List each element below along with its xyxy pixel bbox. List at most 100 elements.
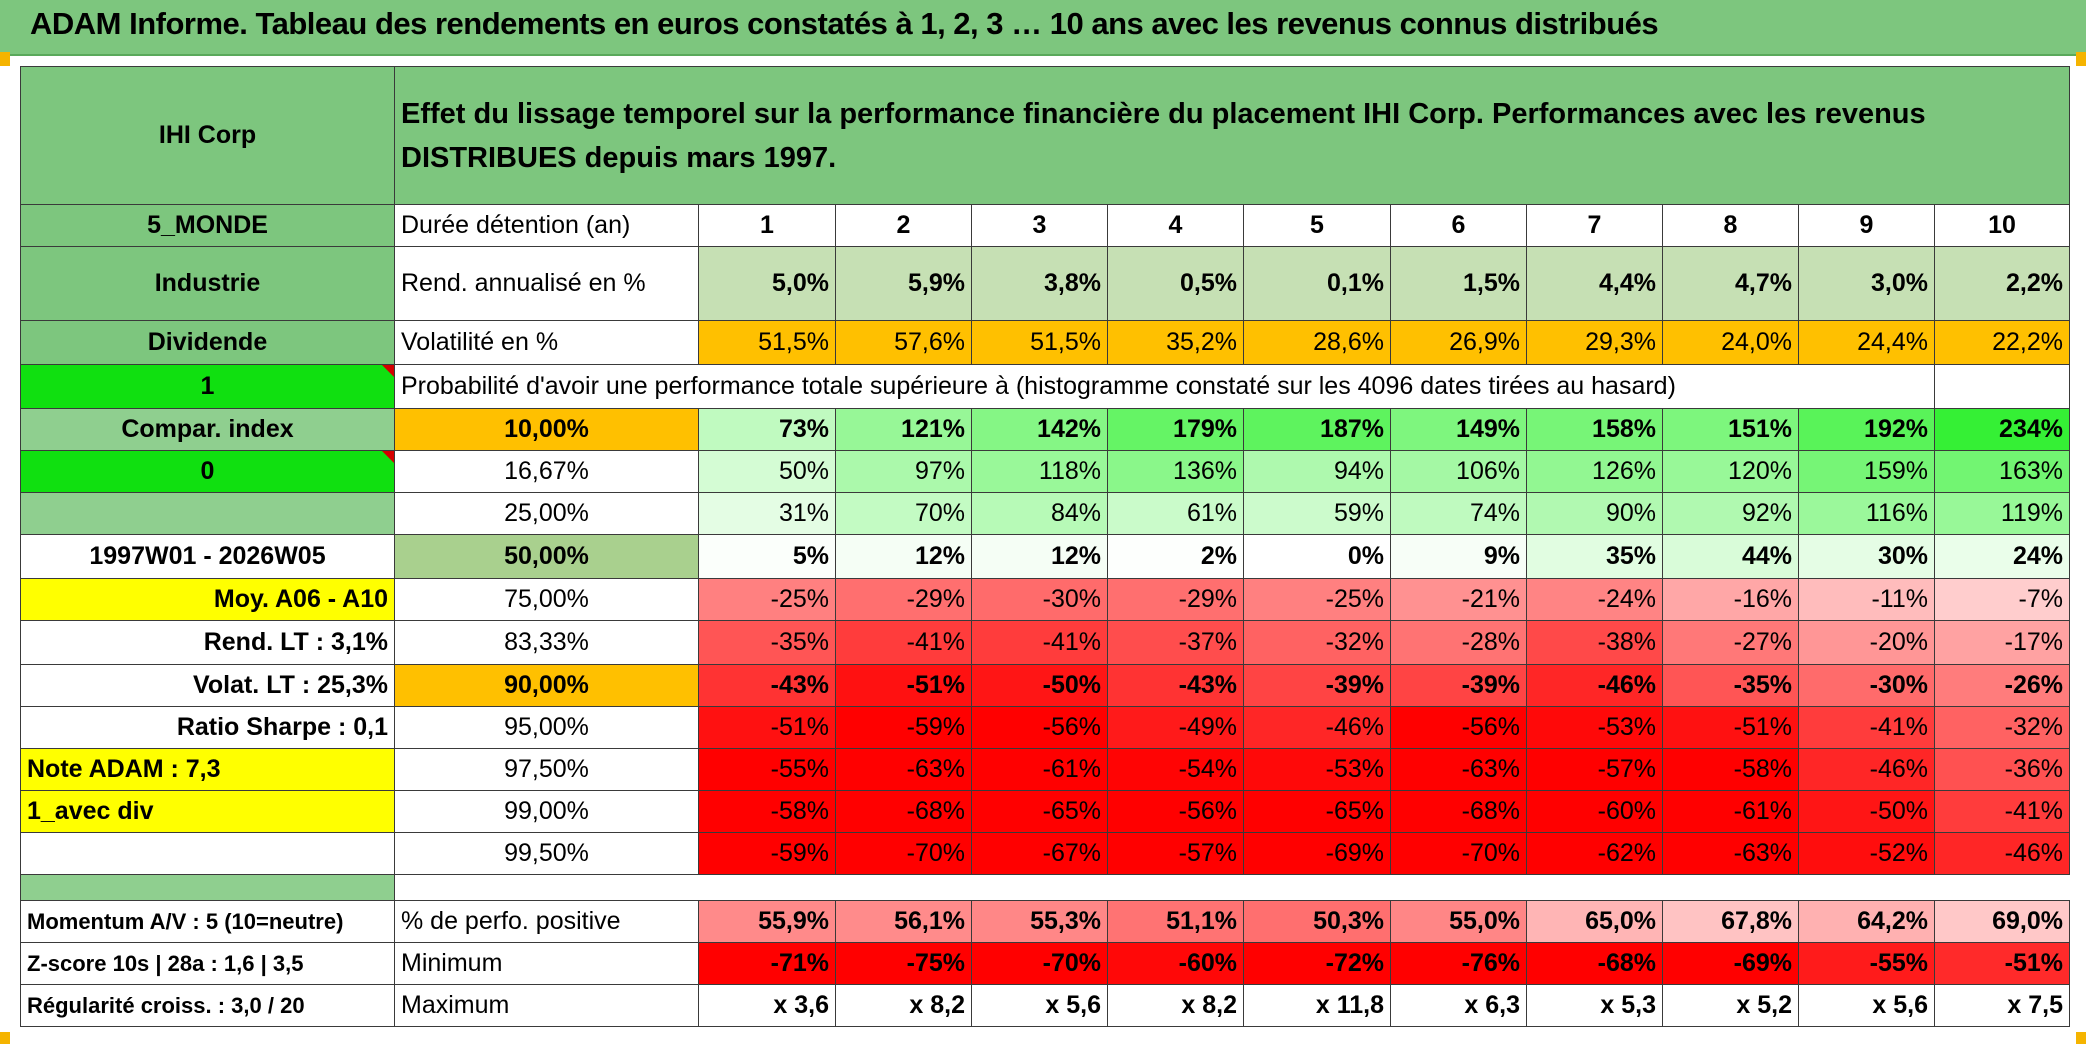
probability-value: -54% — [1107, 748, 1244, 791]
positive-perf-value: 64,2% — [1798, 900, 1935, 943]
probability-value: 0% — [1243, 534, 1391, 579]
probability-threshold: 97,50% — [394, 748, 699, 791]
probability-value: -65% — [971, 790, 1108, 833]
probability-threshold: 95,00% — [394, 706, 699, 749]
probability-value: -29% — [835, 578, 972, 621]
maximum-value: x 7,5 — [1934, 984, 2070, 1027]
probability-value: -25% — [1243, 578, 1391, 621]
probability-value: -65% — [1243, 790, 1391, 833]
probability-value: -39% — [1390, 664, 1527, 707]
positive-perf-value: 65,0% — [1526, 900, 1663, 943]
probability-value: 24% — [1934, 534, 2070, 579]
maximum-value: x 5,3 — [1526, 984, 1663, 1027]
probability-value: 120% — [1662, 450, 1799, 493]
probability-value: -30% — [1798, 664, 1935, 707]
volatility-value: 26,9% — [1390, 320, 1527, 365]
probability-value: -26% — [1934, 664, 2070, 707]
probability-value: 126% — [1526, 450, 1663, 493]
positive-perf-value: 69,0% — [1934, 900, 2070, 943]
probability-value: 116% — [1798, 492, 1935, 535]
probability-value: -67% — [971, 832, 1108, 875]
probability-value: 121% — [835, 408, 972, 451]
minimum-value: -51% — [1934, 942, 2070, 985]
maximum-value: x 11,8 — [1243, 984, 1391, 1027]
positive-perf-value: 56,1% — [835, 900, 972, 943]
corner-mark — [2076, 52, 2086, 66]
probability-value: -51% — [698, 706, 836, 749]
probability-threshold: 10,00% — [394, 408, 699, 451]
adam-score: Note ADAM : 7,3 — [20, 748, 395, 791]
title-bar: ADAM Informe. Tableau des rendements en … — [0, 0, 2086, 56]
probability-value: 158% — [1526, 408, 1663, 451]
empty-cell — [20, 492, 395, 535]
return-value: 2,2% — [1934, 246, 2070, 321]
year-header: 7 — [1526, 204, 1663, 247]
probability-value: -37% — [1107, 620, 1244, 665]
long-term-volatility: Volat. LT : 25,3% — [20, 664, 395, 707]
probability-value: -35% — [698, 620, 836, 665]
volatility-value: 22,2% — [1934, 320, 2070, 365]
return-value: 4,4% — [1526, 246, 1663, 321]
probability-value: -17% — [1934, 620, 2070, 665]
probability-threshold: 99,50% — [394, 832, 699, 875]
probability-value: 2% — [1107, 534, 1244, 579]
probability-value: -43% — [698, 664, 836, 707]
probability-value: -30% — [971, 578, 1108, 621]
year-header: 6 — [1390, 204, 1527, 247]
probability-value: 44% — [1662, 534, 1799, 579]
sector-label: Industrie — [20, 246, 395, 321]
year-header: 8 — [1662, 204, 1799, 247]
volatility-value: 24,0% — [1662, 320, 1799, 365]
volatility-value: 28,6% — [1243, 320, 1391, 365]
probability-value: -7% — [1934, 578, 2070, 621]
minimum-value: -70% — [971, 942, 1108, 985]
probability-value: -38% — [1526, 620, 1663, 665]
probability-value: -59% — [698, 832, 836, 875]
probability-value: -69% — [1243, 832, 1391, 875]
probability-value: -61% — [1662, 790, 1799, 833]
year-header: 1 — [698, 204, 836, 247]
maximum-value: x 8,2 — [1107, 984, 1244, 1027]
probability-value: -56% — [1107, 790, 1244, 833]
probability-value: -46% — [1526, 664, 1663, 707]
probability-value: 192% — [1798, 408, 1935, 451]
probability-value: -21% — [1390, 578, 1527, 621]
maximum-value: x 5,6 — [1798, 984, 1935, 1027]
minimum-value: -71% — [698, 942, 836, 985]
corner-mark — [0, 1032, 10, 1044]
probability-value: -32% — [1934, 706, 2070, 749]
probability-value: 118% — [971, 450, 1108, 493]
probability-value: -24% — [1526, 578, 1663, 621]
positive-perf-value: 67,8% — [1662, 900, 1799, 943]
momentum-label: Momentum A/V : 5 (10=neutre) — [20, 900, 395, 943]
average-label: Moy. A06 - A10 — [20, 578, 395, 621]
positive-perf-value: 55,9% — [698, 900, 836, 943]
probability-value: 163% — [1934, 450, 2070, 493]
company-name: IHI Corp — [20, 66, 395, 205]
probability-value: 234% — [1934, 408, 2070, 451]
probability-value: -49% — [1107, 706, 1244, 749]
flag-one: 1 — [20, 364, 395, 409]
year-header: 3 — [971, 204, 1108, 247]
probability-value: -52% — [1798, 832, 1935, 875]
spacer-cell — [20, 874, 395, 901]
probability-value: 9% — [1390, 534, 1527, 579]
probability-value: -57% — [1526, 748, 1663, 791]
year-header: 10 — [1934, 204, 2070, 247]
minimum-value: -72% — [1243, 942, 1391, 985]
minimum-value: -60% — [1107, 942, 1244, 985]
probability-value: 35% — [1526, 534, 1663, 579]
positive-perf-value: 55,3% — [971, 900, 1108, 943]
probability-threshold: 90,00% — [394, 664, 699, 707]
probability-value: -63% — [1662, 832, 1799, 875]
probability-value: -56% — [1390, 706, 1527, 749]
probability-value: -51% — [835, 664, 972, 707]
probability-caption: Probabilité d'avoir une performance tota… — [394, 364, 1799, 409]
probability-value: 84% — [971, 492, 1108, 535]
probability-value: -58% — [1662, 748, 1799, 791]
probability-value: 61% — [1107, 492, 1244, 535]
probability-value: 92% — [1662, 492, 1799, 535]
probability-value: 70% — [835, 492, 972, 535]
volatility-value: 57,6% — [835, 320, 972, 365]
probability-value: -53% — [1243, 748, 1391, 791]
